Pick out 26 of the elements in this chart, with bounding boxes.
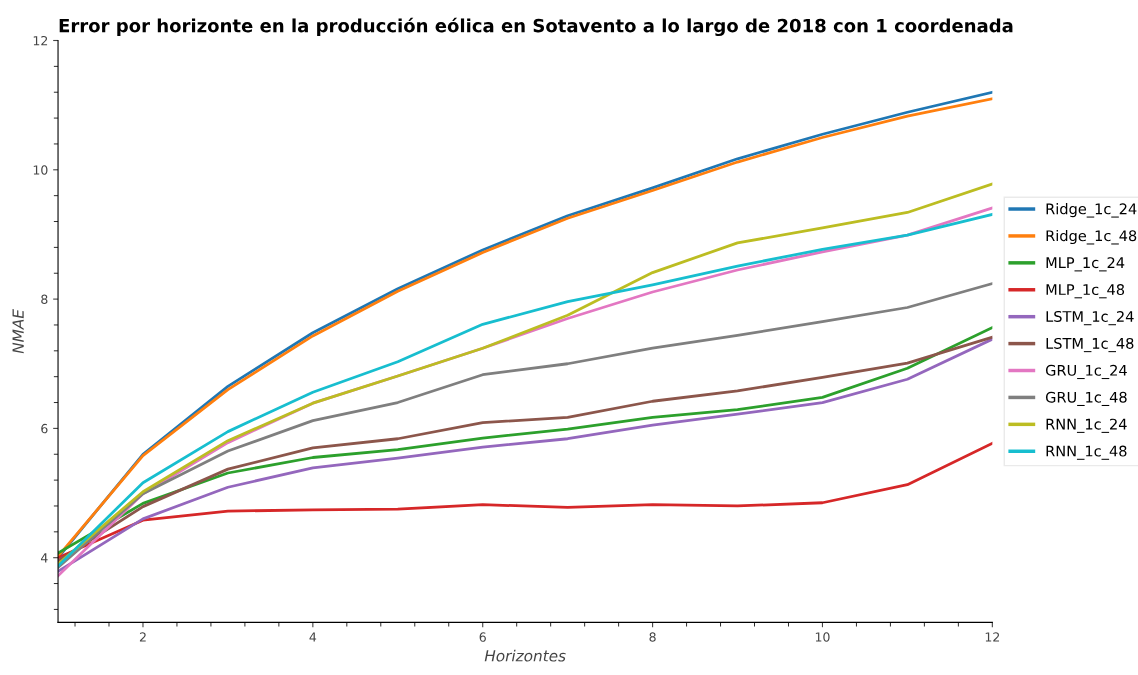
y-axis-title: NMAE	[12, 309, 24, 354]
y-tick-label: 10	[33, 165, 48, 175]
y-tick-label: 6	[41, 423, 48, 434]
legend-label: Ridge_1c_48	[1046, 229, 1137, 245]
legend-label: LSTM_1c_48	[1046, 337, 1134, 353]
legend-label: MLP_1c_48	[1046, 284, 1125, 299]
legend-label: RNN_1c_24	[1046, 418, 1127, 433]
y-tick-label: 8	[41, 294, 48, 305]
x-axis-title: Horizontes	[484, 649, 566, 662]
line-series	[58, 441, 993, 560]
legend-label: GRU_1c_24	[1045, 364, 1127, 380]
x-tick-label: 10	[815, 632, 830, 642]
legend-label: MLP_1c_24	[1046, 257, 1125, 272]
legend-label: LSTM_1c_24	[1046, 310, 1134, 326]
line-series	[58, 282, 993, 569]
y-tick-label: 12	[33, 35, 48, 46]
legend-label: GRU_1c_48	[1045, 391, 1127, 406]
legend-label: RNN_1c_48	[1046, 445, 1127, 460]
x-tick-label: 8	[649, 632, 656, 642]
chart-title: Error por horizonte en la producción eólica en Sotavento a lo largo de 2018 con 1 coordenada	[59, 17, 1013, 37]
legend-label: Ridge_1c_24	[1046, 203, 1137, 218]
x-tick-label: 12	[985, 632, 1000, 642]
x-tick-label: 2	[139, 632, 146, 642]
x-tick-label: 4	[309, 632, 317, 642]
y-tick-label: 4	[40, 553, 48, 563]
x-tick-label: 6	[479, 632, 486, 642]
